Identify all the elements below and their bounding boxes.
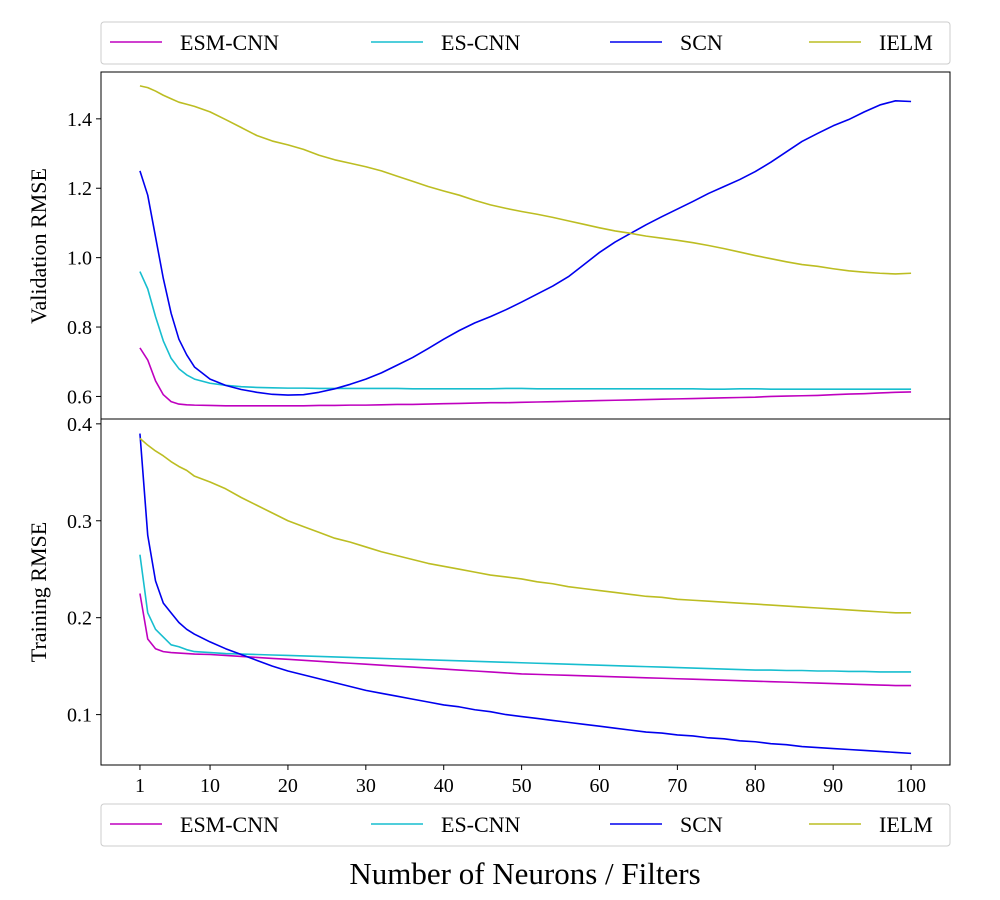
validation-y-axis-label: Validation RMSE [26, 168, 51, 324]
validation-series-line-ielm [139, 85, 912, 275]
validation-panel: 0.6 0.8 1.0 1.2 1.4 Validation RMSE [26, 71, 951, 420]
x-tick-label: 40 [434, 775, 454, 797]
validation-y-tick-label: 0.8 [67, 317, 92, 339]
legend-bottom-label-es-cnn: ES-CNN [441, 812, 521, 837]
validation-y-tick-label: 1.0 [67, 248, 92, 270]
validation-y-tick-label: 1.4 [67, 109, 92, 131]
x-tick-label: 80 [745, 775, 765, 797]
validation-y-ticks: 0.6 0.8 1.0 1.2 1.4 [67, 109, 101, 408]
training-y-axis-label: Training RMSE [26, 522, 51, 662]
legend-bottom-frame [100, 803, 951, 847]
validation-y-tick-label: 1.2 [67, 178, 92, 200]
x-tick-label: 30 [356, 775, 376, 797]
legend-top: ESM-CNN ES-CNN SCN IELM [100, 21, 951, 65]
training-series-group [139, 433, 912, 755]
x-tick-label: 60 [589, 775, 609, 797]
legend-top-label-ielm: IELM [879, 30, 933, 55]
validation-series-group [139, 85, 912, 407]
legend-top-label-scn: SCN [680, 30, 723, 55]
legend-top-label-esm-cnn: ESM-CNN [180, 30, 279, 55]
training-series-line-ielm [139, 437, 912, 614]
x-axis-label: Number of Neurons / Filters [349, 856, 700, 891]
legend-bottom-label-ielm: IELM [879, 812, 933, 837]
validation-series-line-es-cnn [139, 271, 912, 390]
training-y-ticks: 0.1 0.2 0.3 0.4 [67, 414, 101, 727]
training-x-ticks: 1 10 20 30 40 50 60 70 80 90 100 [135, 765, 926, 797]
legend-bottom-label-scn: SCN [680, 812, 723, 837]
x-tick-label: 100 [896, 775, 926, 797]
x-tick-label: 90 [823, 775, 843, 797]
legend-bottom-label-esm-cnn: ESM-CNN [180, 812, 279, 837]
x-tick-label: 20 [278, 775, 298, 797]
training-plot-frame [100, 418, 951, 766]
training-y-tick-label: 0.4 [67, 414, 92, 436]
training-y-tick-label: 0.3 [67, 511, 92, 533]
training-y-tick-label: 0.2 [67, 608, 92, 630]
validation-series-line-esm-cnn [139, 347, 912, 407]
x-tick-label: 10 [200, 775, 220, 797]
legend-top-label-es-cnn: ES-CNN [441, 30, 521, 55]
training-series-line-scn [139, 433, 912, 755]
training-panel: 0.1 0.2 0.3 0.4 1 10 20 30 40 50 60 70 80 90 100 Trai… [26, 414, 951, 797]
legend-bottom: ESM-CNN ES-CNN SCN IELM [100, 803, 951, 847]
training-y-tick-label: 0.1 [67, 705, 92, 727]
training-series-line-esm-cnn [139, 593, 912, 687]
validation-y-tick-label: 0.6 [67, 386, 92, 408]
validation-series-line-scn [139, 100, 912, 396]
training-series-line-es-cnn [139, 554, 912, 673]
legend-top-frame [100, 21, 951, 65]
x-tick-label: 1 [135, 775, 145, 797]
x-tick-label: 50 [512, 775, 532, 797]
x-tick-label: 70 [667, 775, 687, 797]
validation-plot-frame [100, 71, 951, 420]
